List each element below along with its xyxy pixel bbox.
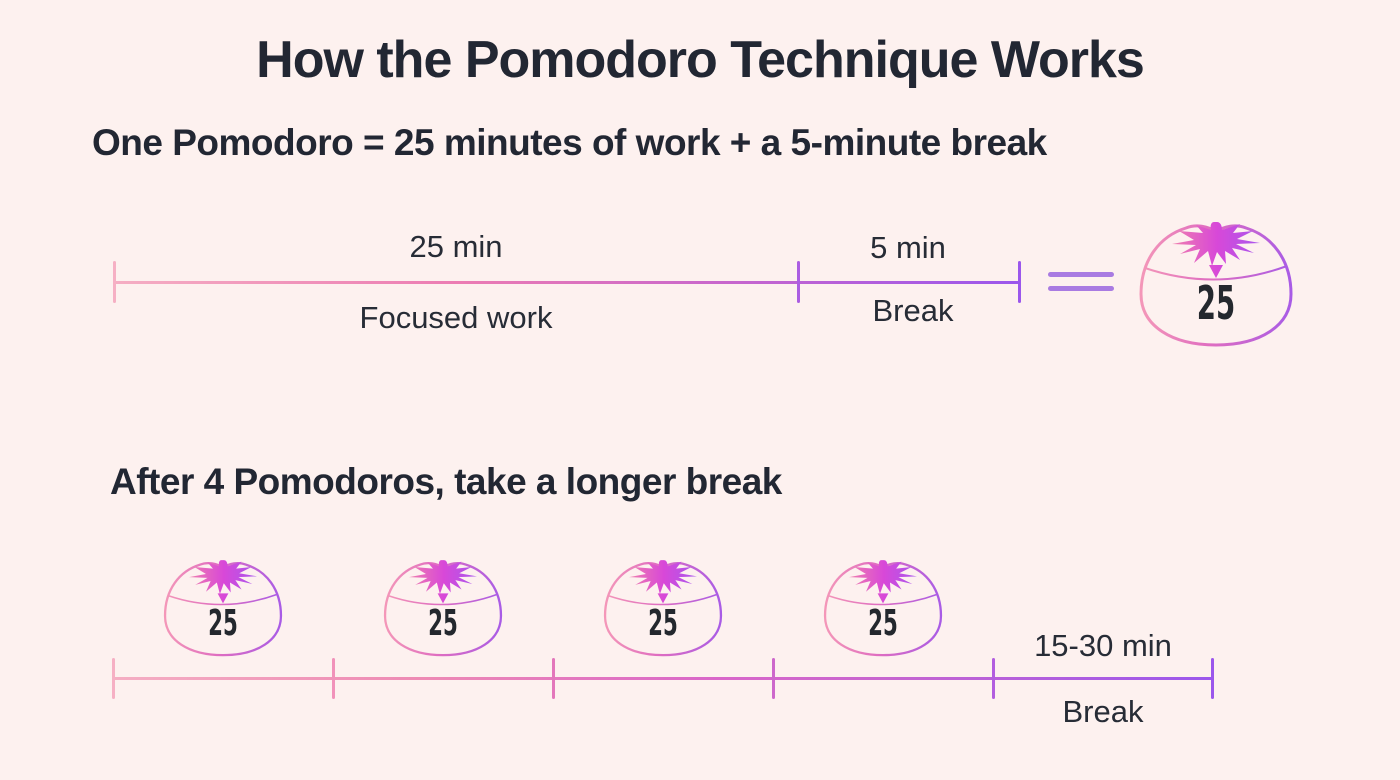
- timeline-tick-start: [113, 261, 116, 303]
- timeline-tick: [772, 658, 775, 699]
- equals-sign: [1048, 286, 1114, 291]
- equals-sign: [1048, 272, 1114, 277]
- work-duration-label: 25 min: [409, 229, 503, 264]
- timer-value: 25: [208, 602, 238, 643]
- pomodoro-timer-icon: 25: [823, 558, 943, 657]
- single-pomodoro-timeline: [114, 281, 1019, 284]
- timer-value: 25: [648, 602, 678, 643]
- break-duration-label: 5 min: [870, 230, 946, 265]
- pomodoro-timer-icon: 25: [163, 558, 283, 657]
- timeline-tick-end: [1211, 658, 1214, 699]
- timeline-tick: [112, 658, 115, 699]
- long-break-label: Break: [1062, 694, 1144, 729]
- section-one-heading: One Pomodoro = 25 minutes of work + a 5-…: [92, 122, 1047, 163]
- timer-value: 25: [1197, 277, 1235, 330]
- timer-value: 25: [868, 602, 898, 643]
- pomodoro-timer-icon: 25: [383, 558, 503, 657]
- pomodoro-timer-icon: 25: [603, 558, 723, 657]
- long-break-duration-label: 15-30 min: [1034, 628, 1172, 663]
- timeline-tick: [992, 658, 995, 699]
- timeline-tick-middle: [797, 261, 800, 303]
- pomodoro-timer-icon: 25: [1139, 220, 1293, 347]
- page-title: How the Pomodoro Technique Works: [256, 31, 1145, 89]
- work-label: Focused work: [359, 300, 553, 335]
- timeline-tick-end: [1018, 261, 1021, 303]
- timer-value: 25: [428, 602, 458, 643]
- timeline-tick: [332, 658, 335, 699]
- timeline-tick: [552, 658, 555, 699]
- break-label: Break: [872, 293, 954, 328]
- four-pomodoro-timeline: [113, 677, 1213, 680]
- section-four-heading: After 4 Pomodoros, take a longer break: [110, 461, 782, 502]
